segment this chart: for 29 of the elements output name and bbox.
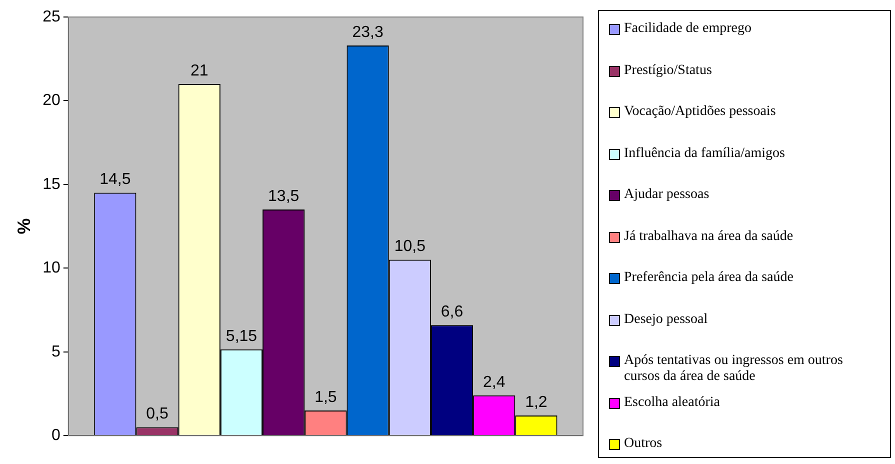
legend-label: Facilidade de emprego xyxy=(624,21,753,37)
data-label: 1,2 xyxy=(525,394,548,411)
legend-label: Ajudar pessoas xyxy=(624,187,710,203)
data-label: 23,3 xyxy=(352,24,384,41)
legend-label: Desejo pessoal xyxy=(624,312,709,328)
legend-label: Vocação/Aptidões pessoais xyxy=(624,104,777,120)
legend-label: Já trabalhava na área da saúde xyxy=(624,228,794,244)
data-label: 0,5 xyxy=(146,406,168,423)
y-tick-label: 10 xyxy=(42,260,60,277)
data-label: 2,4 xyxy=(482,374,506,391)
data-label: 13,5 xyxy=(268,188,300,205)
legend-label: Após tentativas ou ingressos em outros cursos da área de saúde xyxy=(624,353,844,385)
y-tick-label: 15 xyxy=(42,176,60,193)
y-tick-label: 25 xyxy=(42,8,60,26)
y-tick-label: 5 xyxy=(51,343,60,360)
legend-label: Preferência pela área da saúde xyxy=(624,270,794,286)
data-label: 21 xyxy=(190,62,208,80)
data-label: 6,6 xyxy=(440,303,464,320)
y-axis-title: % xyxy=(14,218,34,234)
y-tick-label: 0 xyxy=(51,427,60,444)
data-label: 1,5 xyxy=(314,388,337,406)
data-label: 10,5 xyxy=(394,238,426,256)
legend-label: Influência da família/amigos xyxy=(624,146,786,162)
legend-label: Outros xyxy=(624,436,664,452)
data-label: 5,15 xyxy=(226,328,258,345)
data-label: 14,5 xyxy=(100,171,131,188)
y-tick-label: 20 xyxy=(42,92,60,110)
legend-label: Prestígio/Status xyxy=(624,62,713,78)
legend-label: Escolha aleatória xyxy=(624,394,722,410)
